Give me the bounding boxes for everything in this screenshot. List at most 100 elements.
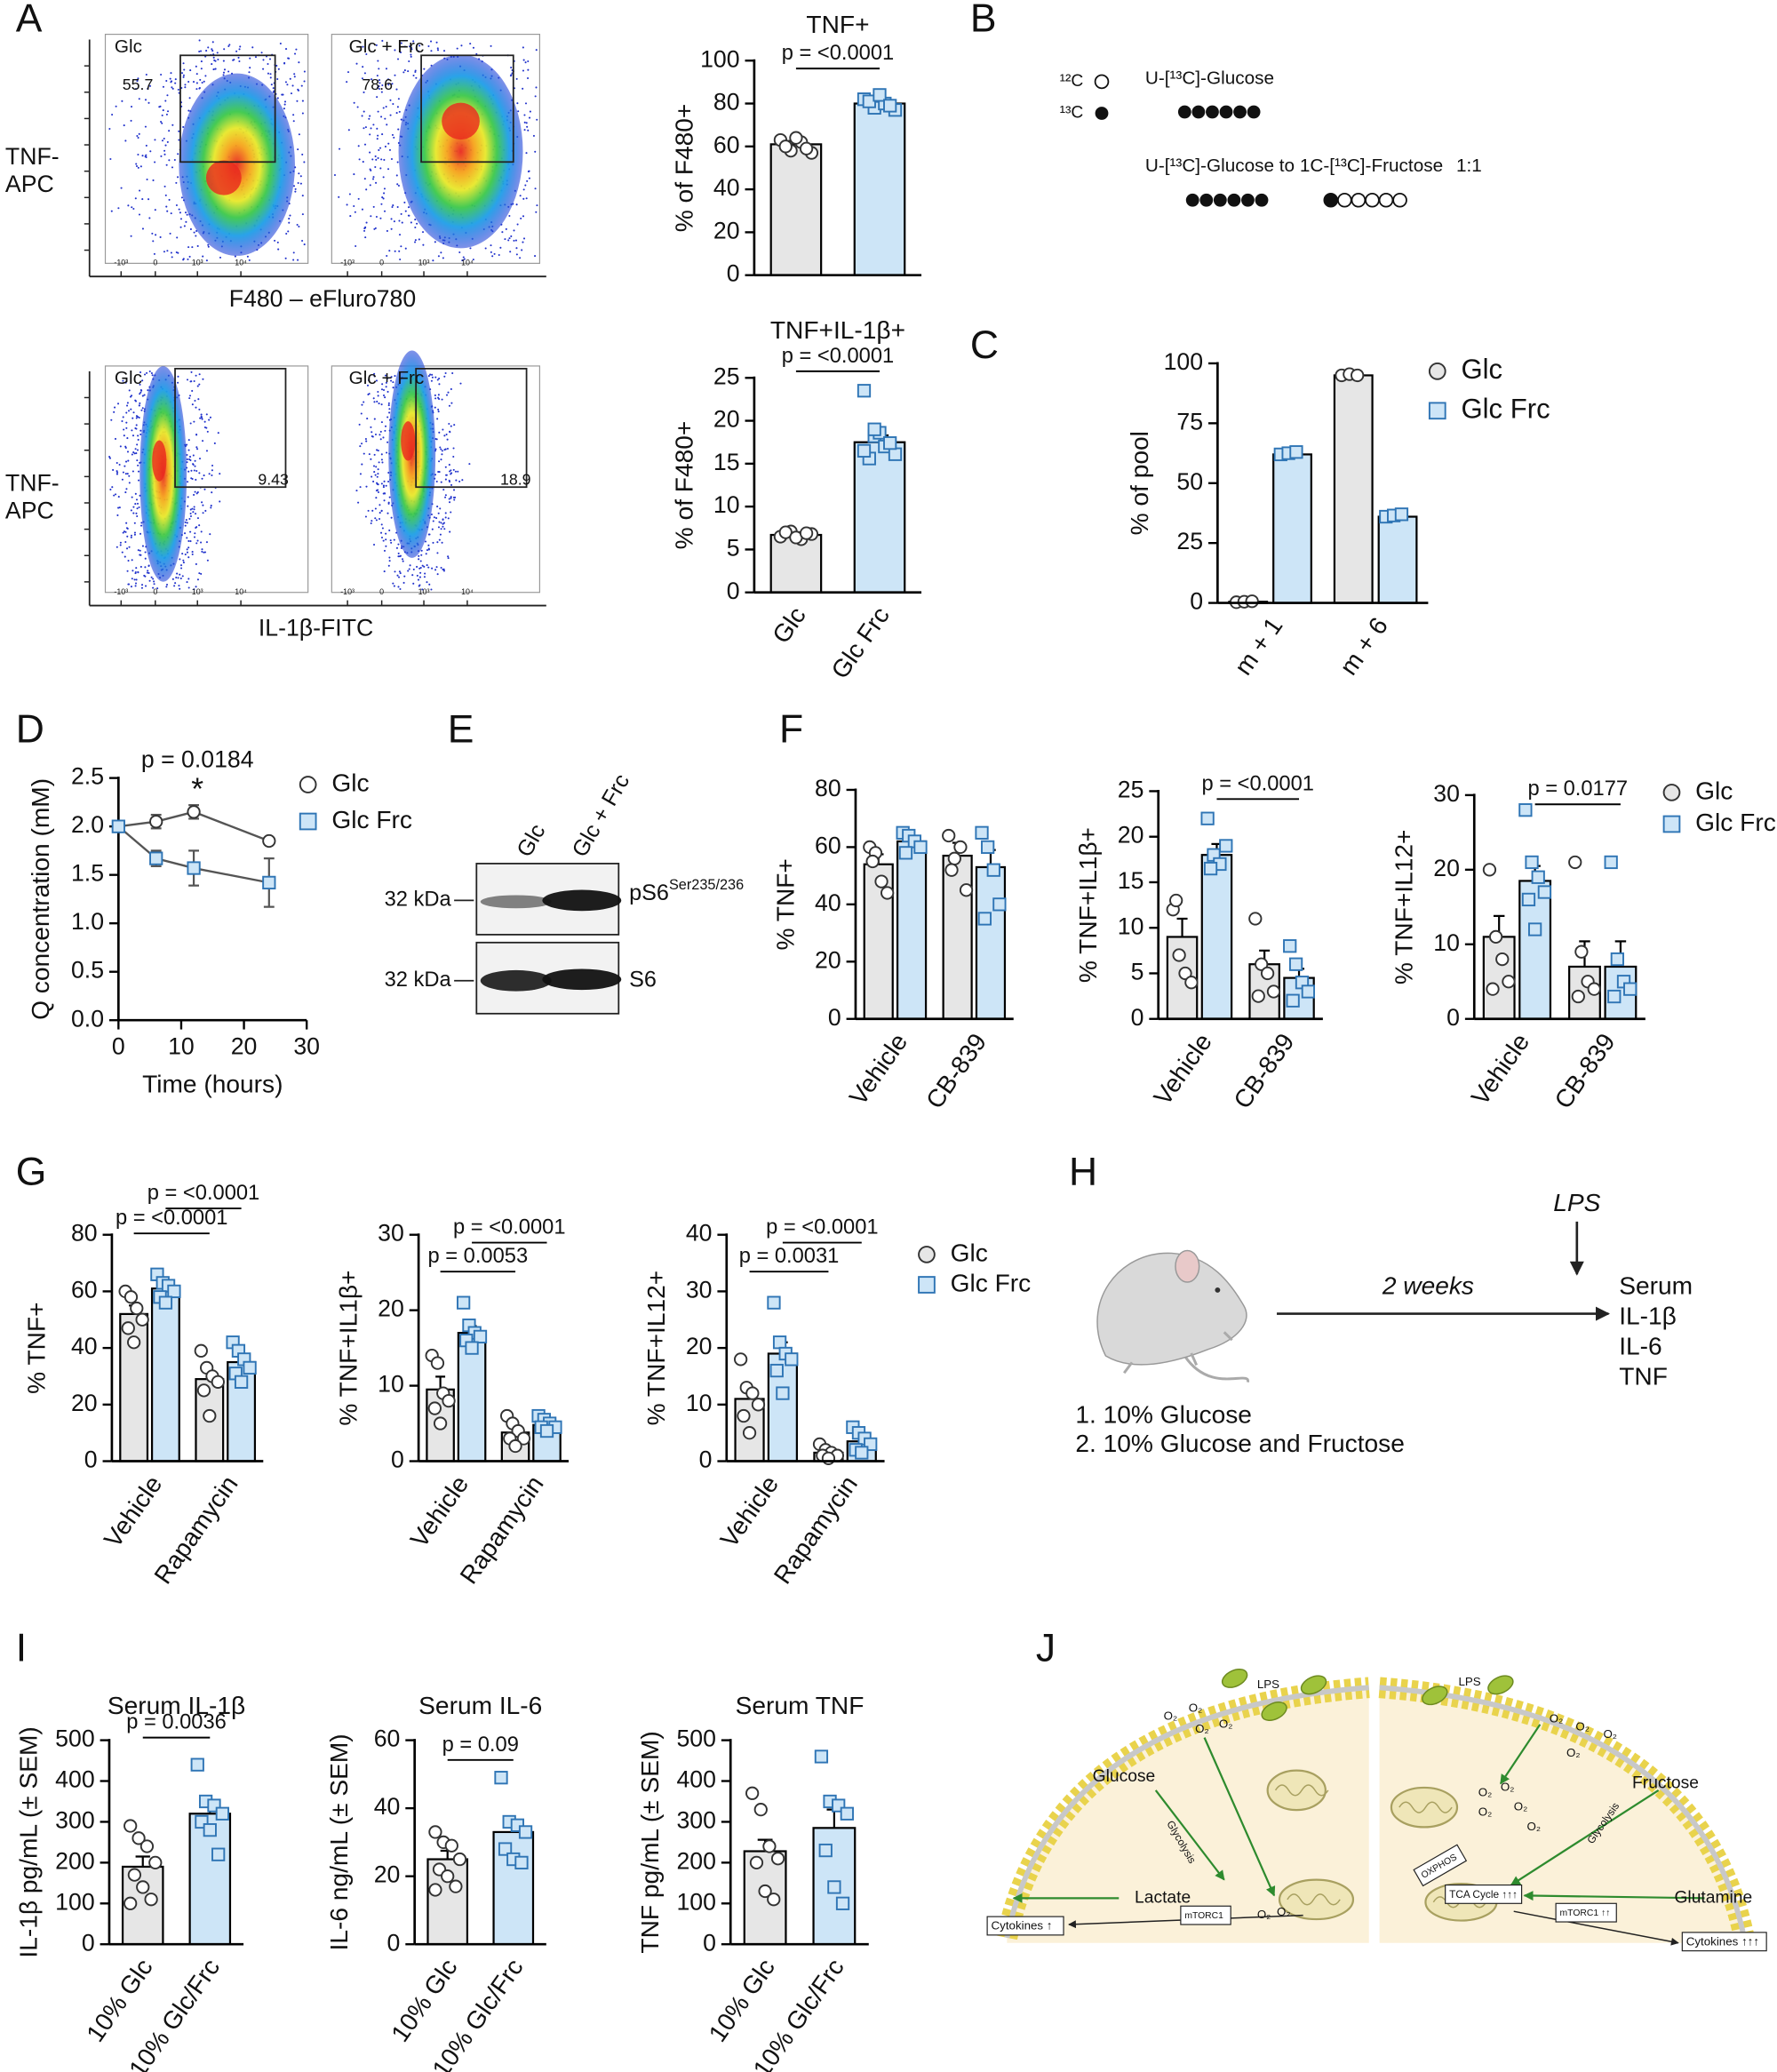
flow-event	[421, 231, 425, 234]
bacterium	[1300, 1675, 1327, 1695]
flow-event	[137, 438, 139, 441]
data-point	[745, 1786, 760, 1800]
flow-event	[534, 95, 537, 98]
flow-event	[407, 206, 410, 209]
flow-event	[276, 241, 279, 243]
flow-event	[127, 583, 130, 586]
flow-event	[193, 588, 195, 591]
flow-event	[219, 500, 221, 503]
flow-event	[274, 239, 276, 242]
flow-event	[505, 227, 507, 230]
mouse-body	[1096, 1252, 1247, 1366]
flow-event	[190, 477, 193, 480]
flow-event	[186, 581, 188, 584]
flow-event	[301, 239, 304, 243]
flow-event	[195, 374, 197, 377]
x-tick-label: Glc Frc	[826, 602, 895, 683]
flow-event	[403, 201, 406, 203]
data-point	[215, 1806, 229, 1821]
flow-event	[399, 572, 402, 575]
y-tick-label: 20	[713, 217, 740, 243]
flow-event	[136, 514, 139, 518]
flow-event	[444, 494, 447, 497]
flow-event	[441, 541, 443, 544]
flow-event	[284, 81, 287, 84]
flow-event	[367, 509, 370, 512]
flow-event	[375, 158, 378, 161]
flow-event	[182, 559, 185, 562]
flow-event	[124, 491, 127, 494]
flow-event	[201, 417, 203, 419]
flow-event	[431, 567, 434, 570]
data-point	[473, 1329, 488, 1344]
flow-event	[198, 39, 201, 42]
flow-event	[437, 408, 440, 410]
p-value: p = 0.0053	[428, 1245, 529, 1268]
flow-event	[438, 538, 441, 541]
flow-event	[404, 210, 407, 212]
y-axis-label: % TNF+IL12+	[1391, 830, 1418, 985]
flow-event	[158, 106, 161, 108]
data-point	[1662, 784, 1681, 801]
flow-event	[525, 152, 528, 155]
flow-event	[119, 445, 122, 448]
flow-event	[186, 458, 188, 461]
y-tick-label: 25	[1118, 776, 1144, 802]
x-tick-label: m + 6	[1335, 612, 1393, 680]
flow-event	[438, 521, 441, 523]
flow-event	[147, 570, 149, 572]
flow-event	[363, 91, 365, 94]
flow-event	[292, 114, 295, 116]
y-tick-label: 40	[713, 174, 740, 201]
legend-label: Glc	[1461, 354, 1502, 385]
flow-event	[372, 205, 375, 208]
flow-event	[426, 564, 428, 567]
flow-event	[411, 574, 414, 577]
flow-event	[363, 72, 366, 75]
data-point	[874, 874, 888, 889]
data-point	[1172, 948, 1186, 962]
flow-event	[296, 223, 299, 227]
flow-event	[187, 481, 189, 483]
flow-event	[201, 501, 203, 504]
flow-event	[438, 383, 441, 386]
data-point	[789, 131, 803, 145]
flow-event	[135, 567, 138, 570]
flow-event	[205, 541, 208, 544]
data-point	[918, 1246, 936, 1263]
flow-event	[398, 250, 401, 252]
y-tick-label: 1.0	[71, 908, 104, 935]
flow-event	[123, 434, 125, 437]
flow-event	[374, 433, 378, 436]
flow-event	[435, 41, 438, 44]
flow-event	[128, 546, 131, 548]
flow-event	[195, 562, 197, 565]
flow-event	[380, 458, 383, 461]
flow-event	[116, 402, 120, 405]
flow-event	[394, 74, 396, 76]
flow-event	[211, 464, 214, 467]
flow-event	[416, 574, 418, 577]
flow-event	[383, 210, 386, 212]
label: mTORC1	[1184, 1911, 1223, 1921]
flow-event	[180, 196, 183, 199]
flow-event	[395, 174, 398, 177]
flow-event	[392, 381, 394, 384]
flow-event	[182, 74, 185, 76]
flow-event	[386, 441, 389, 443]
gate-value: 78.6	[362, 76, 393, 93]
flow-event	[117, 506, 120, 509]
flow-event	[353, 101, 355, 104]
flow-event	[170, 212, 172, 215]
flow-event	[450, 387, 452, 391]
flow-event	[380, 509, 383, 512]
flow-event	[139, 383, 141, 386]
flow-event	[125, 488, 128, 490]
data-point	[539, 1423, 554, 1438]
label: Serum	[1619, 1271, 1693, 1299]
data-point	[981, 840, 995, 855]
flow-event	[140, 409, 143, 411]
flow-event	[414, 70, 417, 74]
flow-event	[205, 259, 208, 262]
